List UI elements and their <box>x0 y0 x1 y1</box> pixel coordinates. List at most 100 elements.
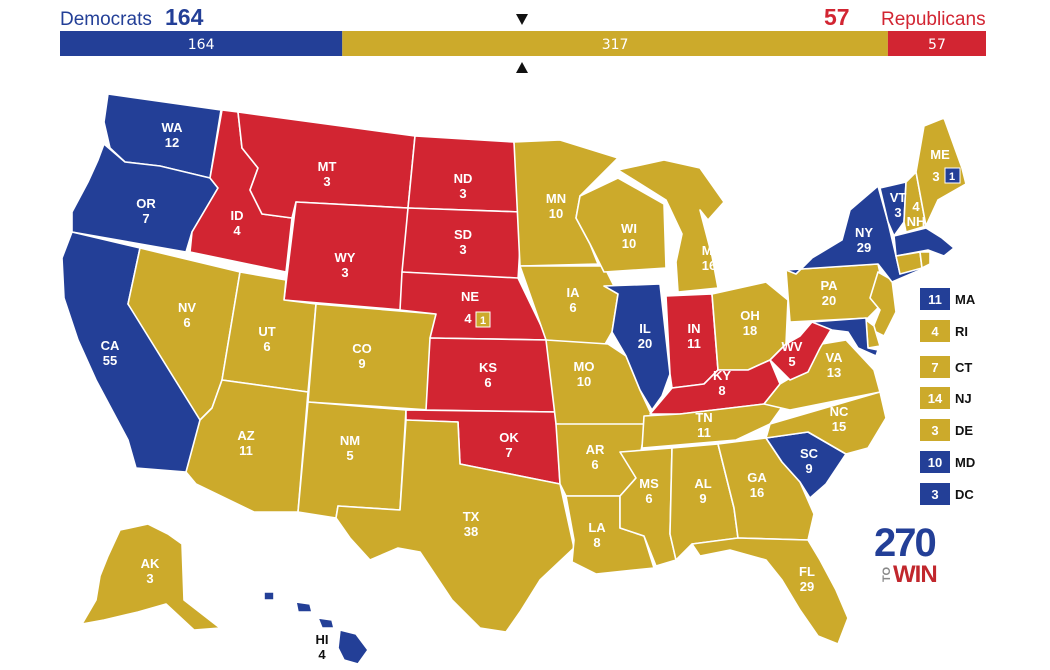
label-hi: HI 4 <box>316 632 329 662</box>
state-wv[interactable] <box>769 321 833 381</box>
label-ne: NE <box>461 289 479 304</box>
label-ak: AK 3 <box>141 556 160 586</box>
label-co: CO 9 <box>352 341 372 371</box>
label-wv: WV 5 <box>782 339 803 369</box>
state-wi[interactable] <box>575 177 667 273</box>
label-ne-ev: 4 <box>464 311 472 326</box>
small-state-abbr: MA <box>955 292 976 307</box>
label-mo: MO 10 <box>574 359 595 389</box>
bar-rep-value: 57 <box>928 37 946 53</box>
label-vt: VT 3 <box>890 190 907 220</box>
label-id: ID 4 <box>231 208 244 238</box>
bar-rep-segment[interactable] <box>887 31 986 56</box>
state-co[interactable] <box>307 303 437 411</box>
small-state-nj[interactable]: 14 NJ <box>920 387 972 409</box>
state-md[interactable] <box>811 317 879 357</box>
small-state-ct[interactable]: 7 CT <box>920 356 972 378</box>
label-pa: PA 20 <box>820 278 838 308</box>
label-nc: NC 15 <box>830 404 849 434</box>
label-ks: KS 6 <box>479 360 497 390</box>
state-me[interactable] <box>915 117 967 227</box>
state-vt[interactable] <box>879 181 907 237</box>
logo-win: WIN <box>893 561 937 588</box>
label-ut: UT 6 <box>258 324 275 354</box>
label-mi: MI 16 <box>702 243 716 273</box>
small-state-dc[interactable]: 3 DC <box>920 483 974 505</box>
bar-tossup-segment[interactable] <box>342 31 888 56</box>
state-ri[interactable] <box>919 251 931 269</box>
label-nm: NM 5 <box>340 433 360 463</box>
small-state-abbr: NJ <box>955 391 972 406</box>
label-mn: MN 10 <box>546 191 566 221</box>
dem-total: 164 <box>165 4 204 30</box>
rep-label: Republicans <box>881 9 986 30</box>
label-nd: ND 3 <box>454 171 473 201</box>
small-state-ev: 11 <box>928 292 942 307</box>
small-states-list: 11 MA 4 RI 7 CT 14 NJ 3 DE 10 MD 3 DC <box>920 288 976 505</box>
label-ky: KY 8 <box>713 368 731 398</box>
label-in: IN 11 <box>687 321 701 351</box>
state-tn[interactable] <box>641 395 791 449</box>
label-or: OR 7 <box>136 196 156 226</box>
label-ar: AR 6 <box>586 442 605 472</box>
small-state-ri[interactable]: 4 RI <box>920 320 968 342</box>
small-state-ev: 10 <box>928 455 942 470</box>
label-la: LA 8 <box>588 520 606 550</box>
bar-dem-segment[interactable] <box>60 31 343 56</box>
label-nh: 4 NH <box>907 199 926 229</box>
small-state-ma[interactable]: 11 MA <box>920 288 976 310</box>
small-state-ev: 4 <box>931 324 939 339</box>
state-tx[interactable] <box>335 419 575 633</box>
logo-number: 270 <box>874 521 935 565</box>
rep-total: 57 <box>824 4 850 30</box>
small-state-de[interactable]: 3 DE <box>920 419 973 441</box>
header: Democrats 164 57 Republicans <box>60 4 986 73</box>
small-state-abbr: DE <box>955 423 973 438</box>
states-layer <box>61 93 967 665</box>
small-state-ev: 7 <box>931 360 938 375</box>
label-mt: MT 3 <box>318 159 337 189</box>
label-tn: TN 11 <box>695 410 712 440</box>
label-wa: WA 12 <box>162 120 184 150</box>
label-ia: IA 6 <box>567 285 581 315</box>
bar-tossup-value: 317 <box>602 37 629 53</box>
me-district-ev: 1 <box>949 171 955 183</box>
bar-dem-value: 164 <box>188 37 215 53</box>
state-nj[interactable] <box>869 271 897 337</box>
label-tx: TX 38 <box>463 509 480 539</box>
state-nc[interactable] <box>765 391 887 455</box>
270towin-logo[interactable]: 270 TO WIN <box>874 521 938 588</box>
label-nv: NV 6 <box>178 300 196 330</box>
state-fl[interactable] <box>691 537 849 645</box>
electoral-vote-bar: 164 317 57 <box>60 31 986 56</box>
state-ak[interactable] <box>81 523 221 631</box>
logo-to: TO <box>881 566 893 582</box>
marker-up-icon <box>516 62 528 73</box>
label-al: AL 9 <box>694 476 711 506</box>
small-state-ev: 14 <box>928 391 943 406</box>
state-nh[interactable] <box>903 171 927 233</box>
label-ga: GA 16 <box>747 470 767 500</box>
label-fl: FL 29 <box>799 564 815 594</box>
small-state-ev: 3 <box>931 487 938 502</box>
me-district-box[interactable]: 1 <box>944 167 961 184</box>
small-state-md[interactable]: 10 MD <box>920 451 975 473</box>
dem-label: Democrats <box>60 9 152 30</box>
label-ca: CA 55 <box>101 338 120 368</box>
small-state-abbr: MD <box>955 455 975 470</box>
state-mi[interactable] <box>617 159 725 293</box>
small-state-ev: 3 <box>931 423 938 438</box>
label-ok: OK 7 <box>499 430 519 460</box>
label-sd: SD 3 <box>454 227 472 257</box>
label-ny: NY 29 <box>855 225 873 255</box>
label-oh: OH 18 <box>740 308 760 338</box>
label-sc: SC 9 <box>800 446 819 476</box>
state-hi[interactable] <box>263 591 369 665</box>
state-or[interactable] <box>71 143 219 253</box>
ne-district-box[interactable]: 1 <box>475 311 491 328</box>
label-il: IL 20 <box>638 321 652 351</box>
state-il[interactable] <box>603 283 671 411</box>
small-state-abbr: RI <box>955 324 968 339</box>
label-me-ev: 3 <box>932 169 939 184</box>
